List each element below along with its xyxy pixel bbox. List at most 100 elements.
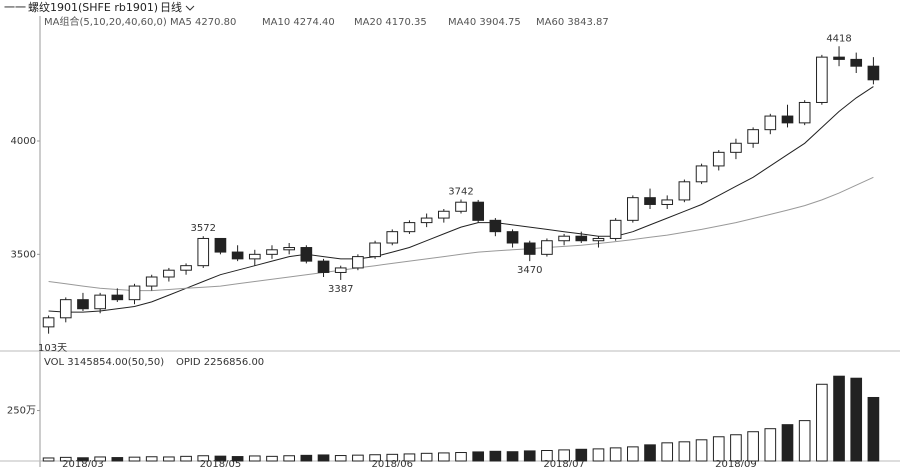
y-tick-label: 4000 <box>11 136 36 147</box>
volume-bar <box>231 456 244 462</box>
candle-body <box>214 237 227 253</box>
candle-body <box>541 240 553 255</box>
volume-bar <box>781 424 794 462</box>
volume-bar <box>59 456 72 462</box>
candle-body <box>575 235 588 242</box>
candle-body <box>747 129 759 144</box>
candle-body <box>850 58 863 67</box>
volume-bar <box>850 377 863 462</box>
candle-body <box>661 199 674 205</box>
volume-bar <box>558 449 570 462</box>
candle-body <box>145 276 158 287</box>
candle-body <box>77 299 89 310</box>
volume-bar <box>695 439 708 462</box>
volume-bar <box>163 456 175 462</box>
ma-legend: MA5 4270.80 <box>170 17 236 28</box>
volume-bar <box>541 450 553 462</box>
volume-bar <box>798 420 811 462</box>
volume-bar <box>575 448 588 462</box>
candle-body <box>644 197 656 205</box>
candle-body <box>317 260 330 273</box>
volume-bar <box>730 434 742 462</box>
y-tick-label: 3500 <box>11 249 36 260</box>
volume-bar <box>317 454 330 462</box>
period[interactable]: 日线 <box>160 0 182 14</box>
candle-body <box>489 219 502 233</box>
candle-body <box>472 201 485 221</box>
volume-bar <box>300 454 313 462</box>
volume-bar <box>455 452 467 462</box>
ma-legend: MA10 4274.40 <box>262 17 335 28</box>
x-tick-label: 2018/03 <box>62 459 104 467</box>
ma-legend: MA组合(5,10,20,40,60,0) <box>44 15 167 28</box>
candle-body <box>455 201 467 212</box>
volume-bar <box>506 451 519 462</box>
moving-average <box>48 176 874 292</box>
candle-body <box>266 249 278 255</box>
candle-body <box>712 151 725 167</box>
ma-legend: MA20 4170.35 <box>354 17 427 28</box>
volume-bar <box>747 431 759 462</box>
volume-bar <box>678 441 691 462</box>
candle-body <box>163 269 175 278</box>
volume-indicator: VOL 3145854.00(50,50) <box>44 357 164 368</box>
candle-body <box>128 285 141 301</box>
candle-body <box>42 317 55 328</box>
price-annotation: 3470 <box>517 265 542 276</box>
candle-body <box>180 265 192 271</box>
candle-body <box>833 56 845 60</box>
days-label: 103天 <box>38 343 67 354</box>
x-tick-label: 2018/07 <box>543 459 585 467</box>
volume-bar <box>111 457 124 462</box>
volume-bar <box>833 375 845 462</box>
candle-body <box>609 219 622 239</box>
candle-body <box>197 237 210 267</box>
volume-bar <box>403 453 416 462</box>
volume-bar <box>472 451 485 462</box>
volume-bar <box>661 442 674 462</box>
candle-body <box>420 217 433 224</box>
volume-bar <box>386 453 399 462</box>
volume-bar <box>712 436 725 462</box>
candle-body <box>334 267 347 273</box>
candle-body <box>730 142 742 153</box>
candle-body <box>94 294 106 310</box>
candle-body <box>111 294 124 301</box>
candle-body <box>798 101 811 124</box>
candle-body <box>506 231 519 244</box>
volume-bar <box>369 454 381 462</box>
price-annotation: 3387 <box>328 284 353 295</box>
menu-icon[interactable]: 一一 <box>4 1 26 14</box>
volume-bar <box>592 448 605 462</box>
candle-body <box>369 242 381 258</box>
volume-bar <box>816 383 828 462</box>
volume-bar <box>352 454 364 462</box>
ma-legend: MA60 3843.87 <box>536 17 609 28</box>
candle-body <box>678 181 691 201</box>
candle-body <box>558 235 570 242</box>
ma-legend: MA40 3904.75 <box>448 17 521 28</box>
candle-body <box>695 165 708 183</box>
volume-bar <box>420 452 433 462</box>
volume-bar <box>94 456 106 462</box>
price-annotation: 4418 <box>826 33 851 44</box>
volume-bar <box>523 450 536 462</box>
volume-bar <box>334 455 347 462</box>
volume-bar <box>77 457 89 462</box>
candle-body <box>627 197 639 221</box>
volume-bar <box>867 396 880 462</box>
volume-bar <box>627 446 639 462</box>
dropdown-arrow[interactable] <box>185 5 195 11</box>
volume-bar <box>145 456 158 462</box>
candle-body <box>816 56 828 103</box>
x-tick-label: 2018/09 <box>715 459 757 467</box>
candle-body <box>523 242 536 255</box>
volume-bar <box>180 455 192 462</box>
volume-bar <box>128 456 141 462</box>
candle-body <box>592 237 605 242</box>
symbol[interactable]: 螺纹1901(SHFE rb1901) <box>28 0 158 14</box>
candle-body <box>248 253 261 260</box>
price-annotation: 3742 <box>448 186 473 197</box>
